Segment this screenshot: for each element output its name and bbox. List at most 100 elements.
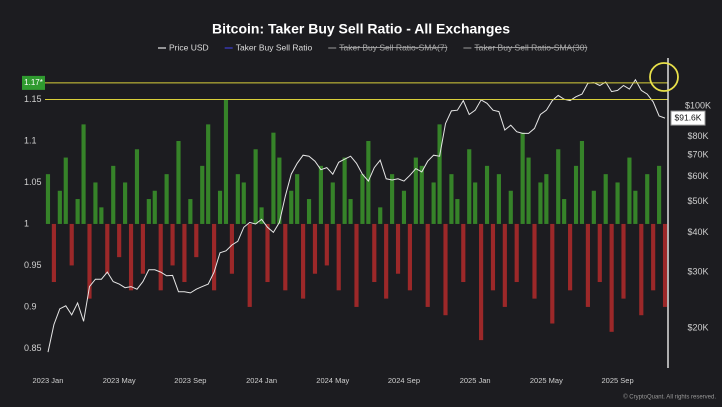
- legend-label: Taker Buy Sell Ratio-SMA(7): [339, 42, 447, 52]
- bar: [289, 190, 294, 224]
- x-tick-label: 2024 Jan: [246, 376, 277, 385]
- bar: [354, 223, 359, 307]
- y2-tick-label: $70K: [687, 150, 708, 160]
- bar: [479, 223, 484, 341]
- y2-tick-label: $40K: [687, 227, 708, 237]
- y2-tick-label: $50K: [687, 196, 708, 206]
- bar: [419, 165, 424, 224]
- bar: [461, 223, 466, 283]
- bar: [573, 165, 579, 224]
- bar: [526, 157, 531, 224]
- bar: [81, 124, 86, 224]
- y-tick-label: 0.95: [24, 260, 42, 270]
- y-tick-label: 1.1: [24, 135, 37, 145]
- bar: [265, 223, 270, 283]
- price-line: [47, 78, 666, 353]
- bar: [556, 149, 561, 224]
- x-tick-label: 2025 May: [530, 376, 563, 385]
- bar: [532, 223, 537, 299]
- bar: [146, 199, 151, 224]
- bar: [425, 223, 430, 307]
- bar: [538, 182, 543, 224]
- bar: [200, 165, 205, 224]
- bar: [57, 190, 62, 224]
- bar: [259, 207, 264, 224]
- y-tick-label: 1.15: [24, 94, 42, 104]
- bar: [467, 149, 472, 224]
- bar: [271, 132, 276, 224]
- bar: [496, 174, 501, 224]
- bar: [336, 223, 341, 291]
- bar: [437, 124, 442, 224]
- bar: [51, 223, 56, 283]
- bar: [627, 157, 632, 224]
- bar: [413, 157, 418, 224]
- bar: [490, 223, 496, 291]
- y-tick-label: 0.9: [24, 301, 37, 311]
- reference-label: 1.17*: [24, 78, 43, 87]
- bar: [170, 223, 175, 266]
- bar: [206, 124, 211, 224]
- bar: [63, 157, 68, 224]
- bar: [330, 182, 335, 224]
- bar: [87, 223, 92, 299]
- bar: [585, 223, 590, 307]
- bar: [176, 140, 181, 224]
- y-tick-label: 1: [24, 218, 29, 228]
- y2-tick-label: $60K: [687, 171, 708, 181]
- bar: [75, 199, 80, 224]
- bar: [508, 190, 513, 224]
- bar: [45, 174, 51, 224]
- bar: [366, 140, 371, 224]
- bar: [514, 223, 519, 283]
- bar: [111, 165, 116, 224]
- legend-label: Taker Buy Sell Ratio: [236, 42, 313, 52]
- bar: [603, 174, 608, 224]
- bar: [324, 223, 329, 266]
- bar: [194, 223, 199, 258]
- bar: [431, 182, 436, 224]
- y2-tick-label: $80K: [687, 131, 708, 141]
- bar: [609, 223, 614, 332]
- bar: [633, 190, 638, 224]
- bar: [484, 165, 490, 224]
- bar: [401, 190, 407, 224]
- legend-label: Price USD: [169, 42, 209, 52]
- bar: [372, 223, 377, 283]
- bar: [657, 165, 662, 224]
- bar: [449, 174, 454, 224]
- legend-label: Taker Buy Sell Ratio-SMA(30): [474, 42, 587, 52]
- y2-tick-label: $20K: [687, 322, 708, 332]
- bar: [597, 223, 602, 283]
- bar: [455, 199, 460, 224]
- bar: [378, 207, 383, 224]
- bar: [318, 165, 323, 224]
- bar: [520, 132, 525, 224]
- bar: [443, 223, 448, 316]
- bar: [99, 207, 104, 224]
- x-tick-label: 2023 May: [103, 376, 136, 385]
- bar: [621, 223, 626, 299]
- bar: [69, 223, 74, 266]
- highlight-circle: [649, 62, 679, 92]
- bar: [93, 182, 98, 224]
- bar: [651, 223, 656, 291]
- bar: [562, 199, 567, 224]
- bar: [407, 223, 412, 291]
- bar: [384, 223, 389, 299]
- x-tick-label: 2025 Sep: [602, 376, 634, 385]
- bar: [128, 223, 134, 291]
- y2-tick-label: $30K: [687, 266, 708, 276]
- watermark: © CryptoQuant. All rights reserved.: [623, 394, 716, 401]
- y2-tick-label: $100K: [685, 100, 711, 110]
- bar: [544, 174, 549, 224]
- bar: [502, 223, 507, 307]
- bar: [301, 223, 306, 299]
- bar: [253, 149, 258, 224]
- y-tick-label: 0.85: [24, 343, 42, 353]
- x-tick-label: 2024 May: [316, 376, 349, 385]
- last-price-box: [670, 110, 706, 126]
- bar: [164, 174, 169, 224]
- x-tick-label: 2024 Sep: [388, 376, 420, 385]
